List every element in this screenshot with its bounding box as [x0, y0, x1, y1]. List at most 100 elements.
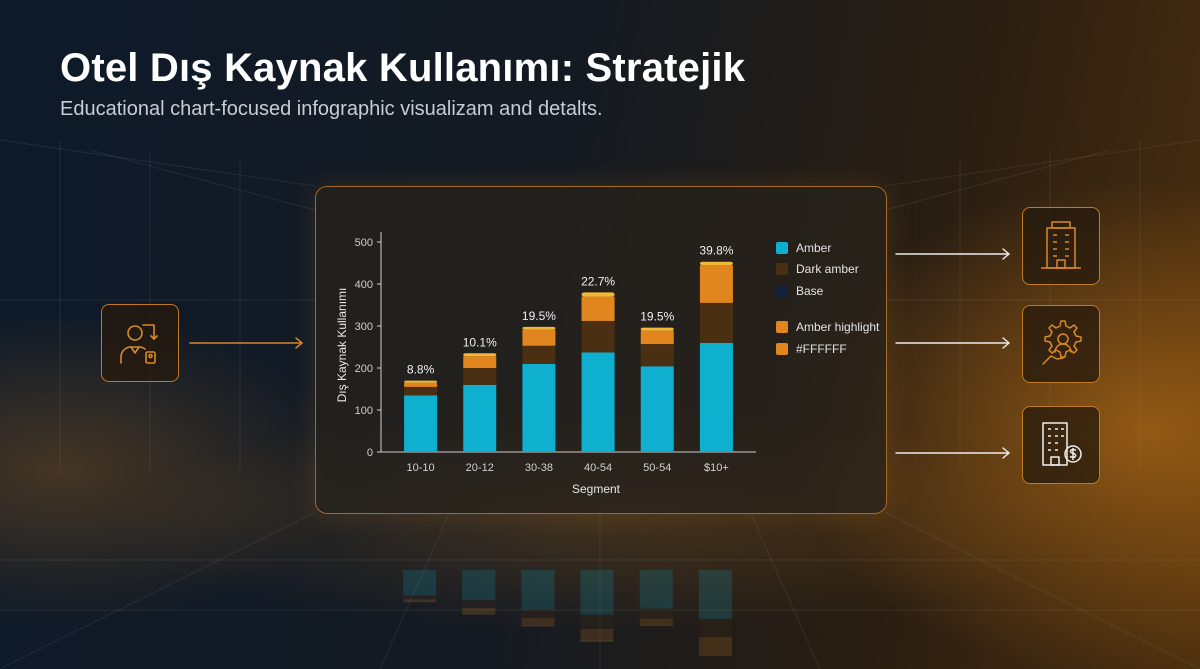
- legend-item: Dark amber: [776, 259, 879, 281]
- bar-segment: [522, 326, 556, 330]
- x-tick-label: 30-38: [525, 462, 553, 474]
- bar-segment: [404, 382, 438, 387]
- legend-swatch: [776, 263, 788, 276]
- reflection-bar: [580, 570, 614, 615]
- bar-segment: [699, 342, 733, 452]
- bar-segment: [581, 352, 615, 452]
- bar-segment: [699, 302, 733, 343]
- reflection-bar: [521, 609, 555, 618]
- reflection-bar: [639, 608, 673, 619]
- reflection-bar: [698, 619, 732, 638]
- legend-label: Amber highlight: [796, 320, 880, 335]
- bar-segment: [404, 386, 438, 396]
- reflection-bar: [462, 607, 496, 614]
- hotel-building-icon: [1041, 221, 1081, 269]
- right-icon-box-2: [1022, 305, 1100, 383]
- reflection-bar: [403, 601, 437, 603]
- y-tick-label: 300: [355, 321, 373, 333]
- bar-segment: [581, 320, 615, 353]
- bar-segment: [463, 368, 497, 385]
- reflection-bar: [521, 624, 555, 627]
- bar-segment: [463, 356, 497, 368]
- page-title: Otel Dış Kaynak Kullanımı: Stratejik: [60, 46, 746, 90]
- legend-label: Dark amber: [796, 262, 859, 277]
- data-label: 8.8%: [407, 363, 435, 377]
- reflection-bar: [698, 637, 732, 655]
- reflection-bar: [639, 624, 673, 626]
- bar-segment: [463, 353, 497, 357]
- y-tick-label: 100: [355, 405, 373, 417]
- reflection-bar: [580, 614, 614, 629]
- y-tick-label: 500: [355, 237, 373, 249]
- legend-swatch: [776, 284, 788, 297]
- left-arrow: [189, 337, 303, 349]
- reflection-bar: [698, 654, 732, 656]
- person-document-icon: [120, 324, 158, 364]
- legend-item: Base: [776, 280, 879, 302]
- reflection-bar: [580, 628, 614, 640]
- data-label: 39.8%: [699, 244, 733, 258]
- reflection-bar: [403, 599, 437, 602]
- bar-segment: [522, 329, 556, 346]
- reflection-bar: [521, 617, 555, 625]
- floor-reflection: [403, 570, 732, 656]
- data-label: 19.5%: [522, 309, 556, 323]
- data-label: 10.1%: [463, 335, 497, 349]
- legend-item: #FFFFFF: [776, 338, 879, 360]
- data-label: 22.7%: [581, 274, 615, 288]
- y-tick-label: 0: [367, 447, 373, 459]
- reflection-bar: [580, 639, 614, 642]
- bar-segment: [581, 296, 615, 321]
- legend-label: Amber: [796, 240, 832, 255]
- chart-panel: 0 100 200 300 400 500 10-10 8.8% 20-12 10.1% 30-3…: [315, 186, 887, 514]
- bar-segment: [522, 345, 556, 364]
- left-icon-box: [101, 304, 179, 382]
- x-tick-label: $10+: [704, 462, 729, 474]
- chart-legend: Amber Dark amber Base Amber highlight #F…: [776, 237, 879, 360]
- right-arrow-2: [895, 337, 1010, 349]
- bar-segment: [581, 292, 615, 297]
- bar-segment: [404, 395, 438, 452]
- right-icon-box-3: [1022, 406, 1100, 484]
- y-axis-label: Dış Kaynak Kullanımı: [335, 288, 349, 403]
- right-arrow-1: [895, 248, 1010, 260]
- x-tick-label: 40-54: [584, 462, 612, 474]
- reflection-bar: [403, 595, 437, 600]
- bar-segment: [699, 261, 733, 266]
- x-tick-label: 10-10: [407, 462, 435, 474]
- legend-swatch: [776, 241, 788, 254]
- x-tick-label: 20-12: [466, 462, 494, 474]
- gear-person-icon: [1042, 320, 1082, 365]
- data-label: 19.5%: [640, 310, 674, 324]
- bar-segment: [404, 380, 438, 383]
- stacked-bar-chart: 0 100 200 300 400 500 10-10 8.8% 20-12 10.1% 30-3…: [335, 232, 756, 496]
- reflection-bar: [521, 570, 555, 610]
- bar-segment: [640, 344, 674, 367]
- reflection-bar: [462, 613, 496, 615]
- page-subtitle: Educational chart-focused infographic vi…: [60, 98, 603, 120]
- y-tick-label: 400: [355, 279, 373, 291]
- bar-segment: [640, 366, 674, 452]
- y-tick-label: 200: [355, 363, 373, 375]
- right-icon-box-1: [1022, 207, 1100, 285]
- bar-segment: [522, 363, 556, 452]
- legend-item: Amber: [776, 237, 879, 259]
- reflection-bar: [639, 618, 673, 625]
- legend-item: Amber highlight: [776, 317, 879, 339]
- reflection-bar: [639, 570, 673, 609]
- reflection-bar: [698, 570, 732, 620]
- legend-label: Base: [796, 283, 824, 298]
- bar-segment: [640, 330, 674, 345]
- x-tick-label: 50-54: [643, 462, 671, 474]
- reflection-bar: [462, 600, 496, 608]
- legend-label: #FFFFFF: [796, 341, 847, 356]
- reflection-bar: [462, 570, 496, 601]
- building-dollar-icon: [1042, 422, 1082, 466]
- legend-swatch: [776, 321, 788, 334]
- bar-segment: [640, 327, 674, 331]
- legend-swatch: [776, 342, 788, 355]
- bar-segment: [463, 384, 497, 452]
- right-arrow-3: [895, 447, 1010, 459]
